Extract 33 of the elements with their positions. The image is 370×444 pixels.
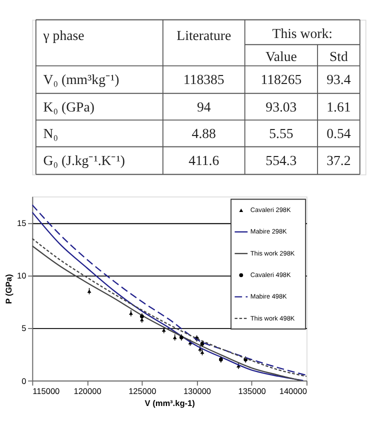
text: Literature xyxy=(176,28,232,44)
text: This work: xyxy=(272,26,332,42)
x-tick-label: 140000 xyxy=(279,386,308,396)
text: 411.6 xyxy=(188,153,220,168)
text: 94 xyxy=(196,99,211,114)
x-tick-label: 115000 xyxy=(32,386,60,396)
text: G₀ (J.kg⁻¹.K⁻¹) xyxy=(43,153,125,168)
y-tick-label: 15 xyxy=(17,218,27,228)
text: 1.61 xyxy=(326,99,351,114)
text: K₀ (GPa) xyxy=(43,99,94,114)
text: 37.2 xyxy=(326,153,351,168)
text: 5.55 xyxy=(269,126,294,142)
y-axis-title: P (GPa) xyxy=(4,274,14,304)
x-tick-label: 125000 xyxy=(128,386,157,396)
x-tick-label: 120000 xyxy=(74,386,102,396)
text: γ phase xyxy=(42,28,84,44)
text: Std xyxy=(330,49,348,64)
text: 554.3 xyxy=(266,153,297,168)
y-tick-label: 10 xyxy=(17,272,27,281)
x-tick-label: 130000 xyxy=(183,386,212,396)
text: 93.03 xyxy=(266,99,297,114)
text: Value xyxy=(265,49,297,64)
text: 93.4 xyxy=(326,72,351,88)
x-axis-title: V (mm³.kg-1) xyxy=(144,398,196,408)
y-tick-label: 5 xyxy=(22,324,27,334)
text: 118265 xyxy=(260,72,302,88)
text: 118385 xyxy=(183,72,224,88)
text: N₀ xyxy=(43,126,58,142)
y-tick-label: 0 xyxy=(22,376,27,386)
text: 0.54 xyxy=(326,126,351,142)
text: 4.88 xyxy=(192,126,216,142)
x-tick-label: 135000 xyxy=(238,386,266,396)
text: V₀ (mm³kg⁻¹) xyxy=(43,72,120,88)
